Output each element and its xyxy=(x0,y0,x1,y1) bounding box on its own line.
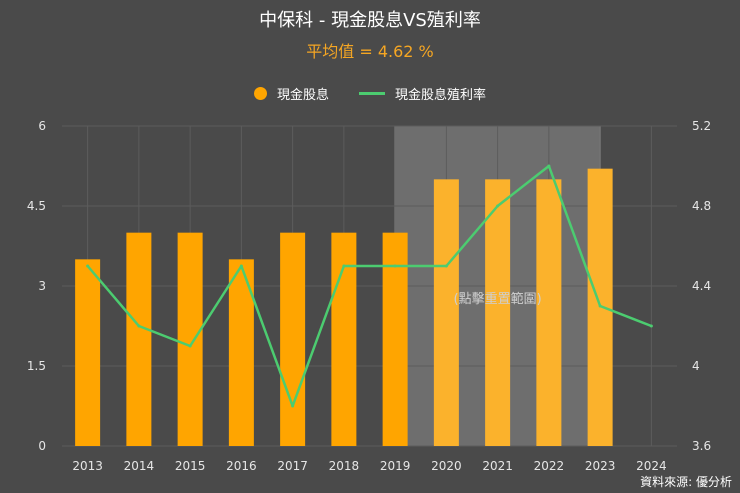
bar-2017[interactable] xyxy=(280,232,306,446)
chart-title: 中保科 - 現金股息VS殖利率 xyxy=(259,10,481,31)
yield-point-2013 xyxy=(86,264,90,268)
bar-2013[interactable] xyxy=(75,259,101,446)
y-right-tick: 3.6 xyxy=(692,439,711,453)
x-tick: 2024 xyxy=(636,459,667,473)
y-right-tick: 4.4 xyxy=(692,279,711,293)
y-left-tick: 3 xyxy=(38,279,46,293)
bar-2022[interactable] xyxy=(536,179,562,447)
yield-point-2021 xyxy=(496,204,500,208)
bar-2019[interactable] xyxy=(382,232,408,446)
y-right-tick: 5.2 xyxy=(692,119,711,133)
highlight-reset-label[interactable]: (點擊重置範圍) xyxy=(454,291,542,307)
y-left-tick: 0 xyxy=(38,439,46,453)
y-left-tick: 6 xyxy=(38,119,46,133)
source-note: 資料來源: 優分析 xyxy=(640,475,732,489)
yield-point-2020 xyxy=(444,264,448,268)
yield-point-2019 xyxy=(393,264,397,268)
yield-line xyxy=(86,164,652,408)
x-tick: 2023 xyxy=(585,459,616,473)
legend-label-yield: 現金股息殖利率 xyxy=(395,88,487,103)
legend-line-marker xyxy=(359,92,385,95)
legend-item-dividend[interactable]: 現金股息 xyxy=(253,84,329,103)
x-tick: 2017 xyxy=(277,459,308,473)
y-left-tick: 1.5 xyxy=(27,359,46,373)
x-tick: 2022 xyxy=(534,459,565,473)
chart-subtitle: 平均值 = 4.62 % xyxy=(306,42,434,61)
y-right-tick: 4 xyxy=(692,359,700,373)
x-tick: 2019 xyxy=(380,459,411,473)
x-tick: 2018 xyxy=(329,459,360,473)
bar-2021[interactable] xyxy=(485,179,511,447)
legend-bar-marker xyxy=(253,87,267,100)
yield-point-2016 xyxy=(239,264,243,268)
bar-2015[interactable] xyxy=(177,232,203,446)
legend-item-yield[interactable]: 現金股息殖利率 xyxy=(359,84,486,103)
bar-2020[interactable] xyxy=(433,179,459,447)
yield-point-2014 xyxy=(137,324,141,328)
yield-point-2018 xyxy=(342,264,346,268)
x-tick: 2020 xyxy=(431,459,462,473)
legend: 現金股息 現金股息殖利率 xyxy=(0,84,740,103)
yield-point-2023 xyxy=(598,304,602,308)
y-left-tick: 4.5 xyxy=(27,199,46,213)
y-right-tick: 4.8 xyxy=(692,199,711,213)
x-tick: 2021 xyxy=(482,459,513,473)
yield-point-2022 xyxy=(547,164,551,168)
legend-label-dividend: 現金股息 xyxy=(276,88,329,103)
x-tick: 2014 xyxy=(124,459,155,473)
yield-point-2024 xyxy=(649,324,653,328)
yield-point-2015 xyxy=(188,344,192,348)
yield-point-2017 xyxy=(291,404,295,408)
x-tick: 2015 xyxy=(175,459,206,473)
bar-2014[interactable] xyxy=(126,232,152,446)
x-tick: 2013 xyxy=(72,459,103,473)
x-tick: 2016 xyxy=(226,459,257,473)
